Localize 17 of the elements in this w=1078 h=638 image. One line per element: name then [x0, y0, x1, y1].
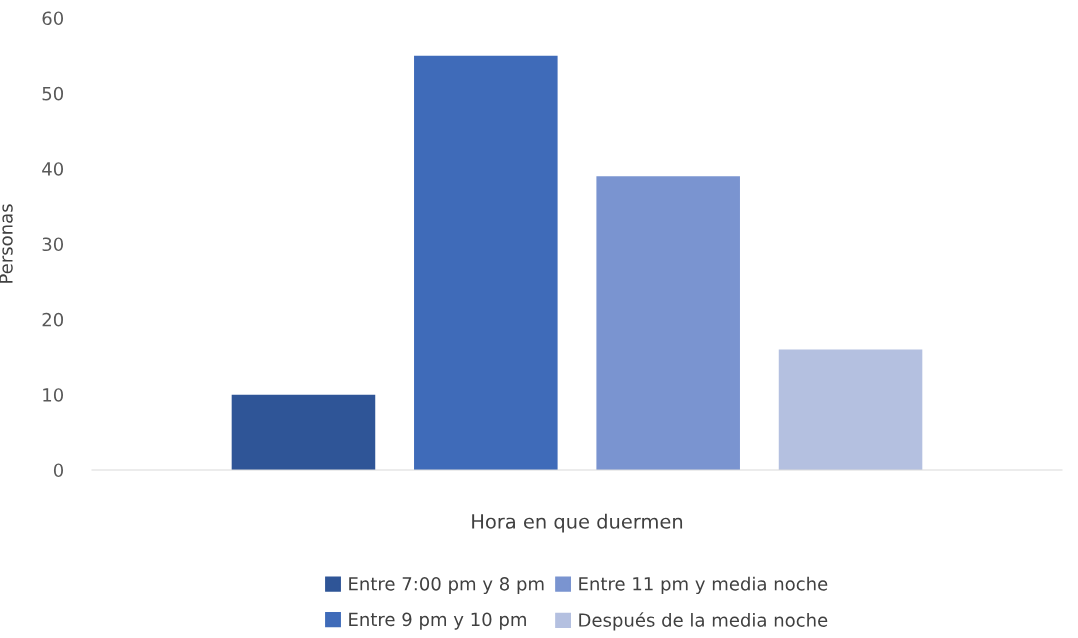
- y-axis-title: Personas: [0, 204, 13, 283]
- legend-label: Entre 9 pm y 10 pm: [349, 612, 526, 630]
- bar: [778, 349, 923, 470]
- y-tick-label: 40: [42, 162, 64, 176]
- bar: [231, 394, 376, 470]
- legend-label: Después de la media noche: [579, 612, 828, 631]
- bar: [414, 55, 558, 470]
- legend-label: Entre 11 pm y media noche: [579, 576, 828, 595]
- y-tick-label: 10: [43, 388, 64, 402]
- y-tick-label: 30: [42, 237, 64, 252]
- y-tick-label: 60: [42, 11, 64, 26]
- y-tick-label: 20: [42, 312, 64, 327]
- y-tick-label: 0: [53, 463, 64, 478]
- legend-label: Entre 7:00 pm y 8 pm: [349, 576, 544, 595]
- x-axis-title: Hora en que duermen: [472, 513, 683, 533]
- y-tick-label: 50: [42, 86, 64, 101]
- bar: [596, 176, 740, 470]
